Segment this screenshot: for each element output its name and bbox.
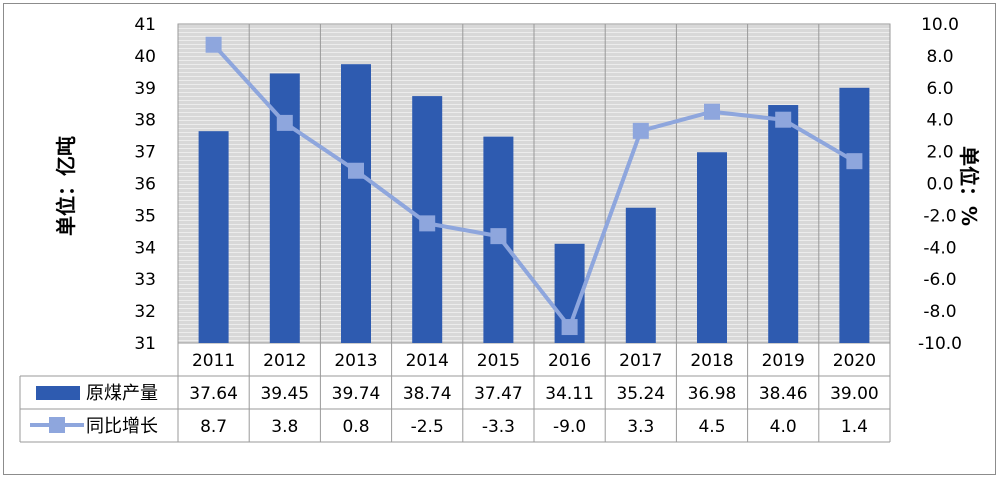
y-left-tick-label: 35 — [134, 206, 156, 226]
y-left-tick-label: 40 — [134, 47, 156, 67]
data-label-line: 8.7 — [200, 417, 227, 437]
y-right-tick-label: 10.0 — [921, 15, 959, 35]
y-right-tick-label: 2.0 — [926, 143, 953, 163]
data-label-bar: 36.98 — [688, 384, 737, 404]
x-tick-label: 2018 — [690, 351, 733, 371]
data-label-bar: 37.47 — [474, 384, 523, 404]
y-right-tick-label: 6.0 — [926, 79, 953, 99]
data-label-line: 1.4 — [841, 417, 868, 437]
x-tick-label: 2019 — [762, 351, 805, 371]
bar — [697, 152, 727, 343]
data-label-line: 3.3 — [627, 417, 654, 437]
legend-label-line: 同比增长 — [86, 416, 158, 437]
data-label-bar: 39.00 — [830, 384, 879, 404]
y-right-tick-label: 4.0 — [926, 111, 953, 131]
line-marker — [419, 215, 436, 232]
legend-swatch-bar — [36, 386, 80, 400]
line-marker — [846, 153, 863, 170]
y-right-tick-label: 0.0 — [926, 175, 953, 195]
legend-label-bar: 原煤产量 — [86, 383, 158, 404]
y-right-tick-label: -2.0 — [923, 206, 956, 226]
x-tick-label: 2020 — [833, 351, 876, 371]
line-marker — [561, 319, 578, 336]
data-label-bar: 35.24 — [616, 384, 665, 404]
line-marker — [348, 162, 364, 179]
y-left-tick-label: 36 — [134, 175, 156, 195]
y-left-tick-label: 34 — [134, 238, 156, 258]
y-right-tick-label: -8.0 — [923, 302, 956, 322]
y-right-tick-label: -4.0 — [923, 238, 956, 258]
bar — [198, 131, 229, 343]
data-label-bar: 37.64 — [189, 384, 238, 404]
data-label-bar: 38.74 — [403, 384, 452, 404]
y-left-tick-label: 39 — [134, 79, 156, 99]
line-marker — [205, 36, 222, 53]
y-axis-left-label: 单位：亿吨 — [54, 136, 78, 236]
data-label-bar: 38.46 — [759, 384, 808, 404]
line-marker — [632, 122, 649, 139]
x-tick-label: 2015 — [477, 351, 520, 371]
bar — [839, 87, 870, 343]
data-label-line: 3.8 — [271, 417, 298, 437]
data-label-line: -3.3 — [482, 417, 515, 437]
line-marker — [775, 111, 792, 128]
y-left-tick-label: 33 — [134, 270, 156, 290]
line-marker — [276, 114, 293, 131]
y-left-tick-label: 31 — [134, 334, 156, 354]
data-label-line: -2.5 — [411, 417, 444, 437]
data-label-bar: 39.74 — [332, 384, 381, 404]
y-right-tick-label: -6.0 — [923, 270, 956, 290]
y-right-tick-label: -10.0 — [918, 334, 962, 354]
y-left-tick-label: 38 — [134, 111, 156, 131]
data-label-bar: 34.11 — [545, 384, 594, 404]
data-label-line: 4.5 — [698, 417, 725, 437]
line-marker — [704, 103, 720, 120]
data-label-bar: 39.45 — [260, 384, 309, 404]
bar — [625, 207, 656, 343]
y-right-tick-label: 8.0 — [926, 47, 953, 67]
bar — [341, 64, 371, 343]
x-tick-label: 2011 — [192, 351, 235, 371]
x-tick-label: 2016 — [548, 351, 591, 371]
x-tick-label: 2017 — [619, 351, 662, 371]
y-left-tick-label: 37 — [134, 143, 156, 163]
data-label-line: 4.0 — [770, 417, 797, 437]
x-tick-label: 2013 — [334, 351, 377, 371]
legend-swatch-marker — [49, 417, 65, 433]
y-axis-right-label: 单位：% — [957, 146, 981, 226]
bar — [768, 105, 799, 343]
x-tick-label: 2012 — [263, 351, 306, 371]
data-label-line: 0.8 — [342, 417, 369, 437]
growth-line — [212, 43, 856, 330]
x-tick-label: 2014 — [406, 351, 449, 371]
data-label-line: -9.0 — [553, 417, 586, 437]
y-left-tick-label: 32 — [134, 302, 156, 322]
y-left-tick-label: 41 — [134, 15, 156, 35]
line-marker — [490, 228, 507, 245]
